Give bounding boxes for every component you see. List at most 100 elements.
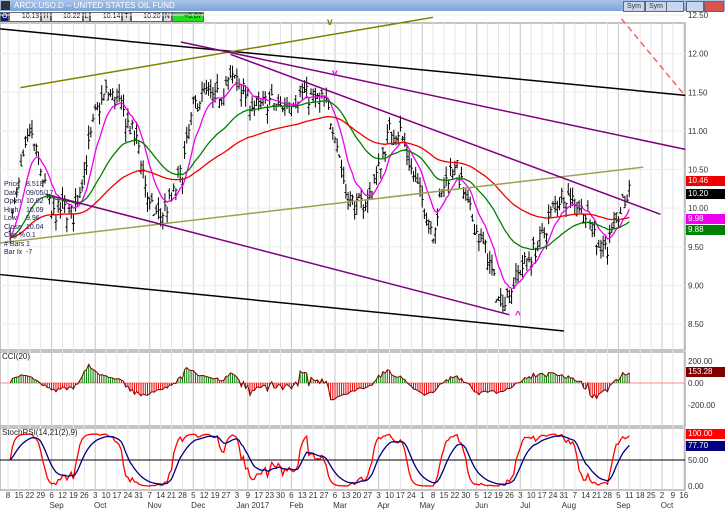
x-tick-label: 28 (603, 491, 612, 500)
price-tick-label: 8.50 (688, 320, 704, 329)
stoch-fast-line (9, 433, 630, 487)
x-tick-label: 13 (341, 491, 350, 500)
data-window: Price 8.518 Date 09/05/17 Open 10.02 High 10.09… (4, 181, 53, 258)
quote-strip: O 10.19 H 10.22 L 10.14 T 10.20 N +0.07 (0, 12, 204, 22)
info-value: 10.02 (26, 198, 44, 205)
x-month-label: Aug (562, 501, 576, 510)
x-month-label: Apr (377, 501, 390, 510)
x-month-label: May (420, 501, 435, 510)
x-tick-label: 10 (102, 491, 111, 500)
close-button[interactable] (704, 1, 724, 12)
x-tick-label: 24 (407, 491, 416, 500)
annotation-top-v: v (327, 17, 333, 28)
quote-last: 10.20 (130, 12, 163, 22)
info-row: Open 10.02 (4, 198, 53, 207)
x-tick-label: 5 (191, 491, 196, 500)
stoch-slow-tag: 77.70 (686, 441, 725, 451)
maximize-button[interactable] (686, 1, 704, 12)
minimize-button[interactable] (666, 1, 684, 12)
last-price-tag: 10.20 (686, 189, 725, 199)
info-label: Open (4, 198, 22, 205)
x-tick-label: 2 (660, 491, 665, 500)
x-tick-label: 18 (636, 491, 645, 500)
x-tick-label: 22 (450, 491, 459, 500)
price-panel (0, 22, 686, 351)
x-tick-label: 26 (80, 491, 89, 500)
cci-line (9, 363, 630, 401)
x-tick-label: 27 (222, 491, 231, 500)
x-tick-label: 19 (211, 491, 220, 500)
info-value: 8.518 (26, 181, 44, 188)
info-row: Price 8.518 (4, 181, 53, 190)
quote-open: 10.19 (9, 12, 42, 22)
x-tick-label: 17 (396, 491, 405, 500)
annotation-mid-v: v (332, 68, 338, 79)
quote-label-o: O (0, 12, 10, 22)
x-tick-label: 29 (36, 491, 45, 500)
x-tick-label: 19 (69, 491, 78, 500)
x-tick-label: 13 (298, 491, 307, 500)
ma-fast-line (9, 82, 630, 289)
x-tick-label: 17 (254, 491, 263, 500)
info-row: Chg % 0.1 (4, 232, 53, 241)
x-tick-label: 19 (494, 491, 503, 500)
trendline (230, 53, 661, 216)
info-row: Date 09/05/17 (4, 190, 53, 199)
info-value: 10.09 (26, 206, 44, 214)
x-month-label: Jun (475, 501, 488, 510)
x-tick-label: 7 (147, 491, 152, 500)
x-tick-label: 28 (178, 491, 187, 500)
quote-label-h: H (41, 12, 51, 22)
x-tick-label: 31 (559, 491, 568, 500)
price-tick-label: 9.50 (688, 243, 704, 252)
cci-title: CCI(20) (2, 352, 31, 361)
x-tick-label: 21 (592, 491, 601, 500)
info-row: Bar Ix -7 (4, 249, 53, 258)
trendline (180, 41, 686, 151)
trendline (620, 18, 686, 97)
x-month-label: Jan 2017 (236, 501, 269, 510)
x-month-label: Oct (94, 501, 107, 510)
x-tick-label: 3 (518, 491, 523, 500)
price-tick-label: 12.50 (688, 11, 709, 20)
x-tick-label: 7 (573, 491, 578, 500)
info-row: Low 9.96 (4, 215, 53, 224)
x-tick-label: 22 (25, 491, 34, 500)
stoch-fast-tag: 100.00 (686, 429, 725, 439)
x-tick-label: 6 (333, 491, 338, 500)
x-tick-label: 26 (505, 491, 514, 500)
x-tick-label: 9 (246, 491, 251, 500)
annotation-bottom-a: ^ (515, 310, 521, 321)
x-tick-label: 3 (376, 491, 381, 500)
x-tick-label: 12 (58, 491, 67, 500)
info-row: # Bars 1 (4, 241, 53, 250)
x-month-label: Mar (333, 501, 347, 510)
x-tick-label: 10 (527, 491, 536, 500)
quote-label-t: T (122, 12, 131, 22)
trendline (0, 28, 686, 97)
x-month-label: Nov (148, 501, 162, 510)
x-tick-label: 30 (276, 491, 285, 500)
x-month-label: Feb (290, 501, 304, 510)
app-icon (1, 1, 10, 10)
x-tick-label: 9 (671, 491, 676, 500)
info-value: 09/05/17 (26, 189, 54, 197)
x-tick-label: 15 (440, 491, 449, 500)
info-label: High (4, 206, 19, 214)
ma-mid-tag: 9.88 (686, 225, 725, 235)
price-tick-label: 10.50 (688, 166, 709, 175)
stoch-tick-label: 0.00 (688, 482, 704, 491)
x-tick-label: 17 (538, 491, 547, 500)
cci-tick-label: 0.00 (688, 379, 704, 388)
trendline (45, 193, 510, 316)
x-tick-label: 17 (113, 491, 122, 500)
x-tick-label: 23 (265, 491, 274, 500)
x-tick-label: 10 (385, 491, 394, 500)
sym-button[interactable]: Sym (623, 1, 645, 12)
x-tick-label: 21 (167, 491, 176, 500)
x-tick-label: 12 (200, 491, 209, 500)
title-bar: ARCX:USO.D -- UNITED STATES OIL FUND Sym… (0, 0, 725, 12)
x-tick-label: 5 (616, 491, 621, 500)
info-label: Date (4, 189, 19, 197)
